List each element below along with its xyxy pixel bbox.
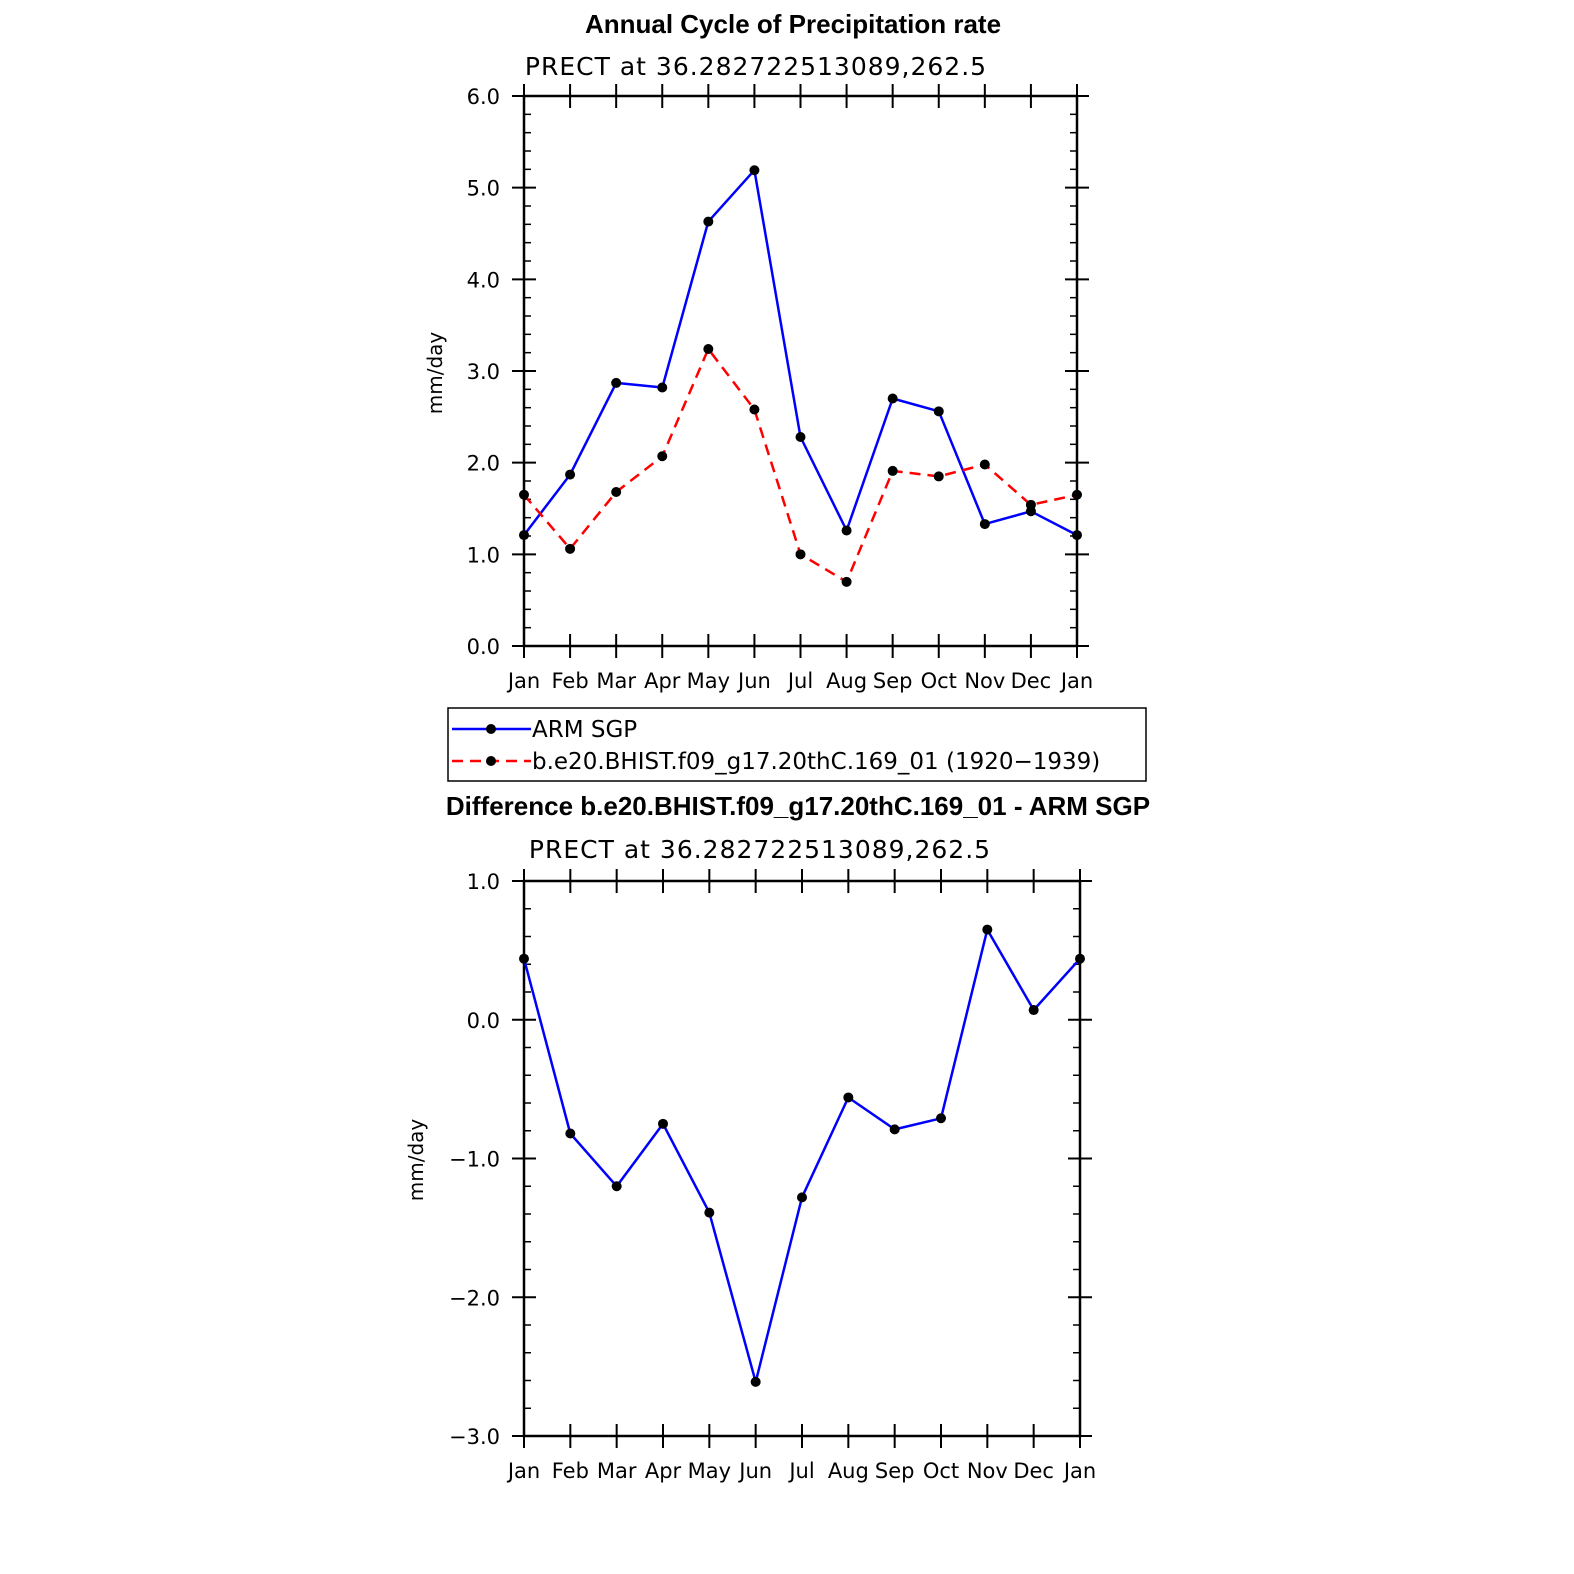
top-ytick-label: 3.0 (467, 360, 500, 384)
top-ytick-label: 2.0 (467, 452, 500, 476)
top-series-1-point (519, 489, 529, 500)
bottom-series-0-point (519, 953, 529, 964)
top-series-0-point (749, 165, 760, 176)
bottom-ytick-label: −1.0 (449, 1148, 500, 1172)
top-ylabel: mm/day (423, 332, 447, 415)
bottom-xtick-label: Oct (923, 1459, 959, 1483)
top-series-1-point (933, 471, 944, 482)
bottom-series-0-point (982, 924, 993, 935)
bottom-xtick-label: Jan (506, 1459, 540, 1483)
top-series-0-point (933, 406, 944, 417)
top-xtick-label: Nov (964, 669, 1005, 693)
top-series-1-point (1072, 489, 1082, 500)
top-series-0-point (795, 432, 806, 442)
bottom-xtick-label: May (688, 1459, 731, 1483)
bottom-xtick-label: Feb (552, 1459, 589, 1483)
top-series-1-point (887, 465, 898, 476)
top-series-1-point (657, 451, 668, 462)
top-series-1-point (979, 459, 990, 470)
bottom-plot-frame (522, 879, 1082, 1438)
top-series-0-point (519, 530, 529, 541)
top-series-1-point (703, 344, 714, 354)
legend: ARM SGP b.e20.BHIST.f09_g17.20thC.169_01… (447, 707, 1147, 782)
bottom-series-0-point (797, 1192, 807, 1203)
top-series-0-point (565, 469, 576, 480)
bottom-series-0-point (843, 1092, 854, 1103)
top-series-1-point (611, 487, 622, 497)
top-series-0-point (703, 216, 714, 227)
bottom-xtick-label: Apr (645, 1459, 682, 1483)
bottom-xtick-label: Nov (967, 1459, 1008, 1483)
legend-marker-model (486, 756, 496, 766)
bottom-series-0-point (704, 1207, 715, 1218)
bottom-ytick-label: 1.0 (467, 870, 500, 894)
bottom-plot-area: −3.0 −2.0 −1.0 0.0 1.0 Jan Feb Mar Apr May Jun Jul A… (404, 869, 1096, 1483)
bottom-series-0-point (658, 1118, 668, 1129)
bottom-ytick-label: 0.0 (467, 1009, 500, 1033)
top-ytick-label: 0.0 (467, 635, 500, 659)
top-plot-frame (522, 94, 1079, 648)
top-series-0-point (611, 377, 622, 388)
top-plot-area: 0.0 1.0 2.0 3.0 4.0 5.0 6.0 Jan Feb Mar Apr May Jun J… (423, 84, 1093, 693)
bottom-series-0-point (750, 1376, 761, 1387)
top-xtick-label: Jan (506, 669, 540, 693)
bottom-series-0-point (936, 1113, 946, 1124)
bottom-series-0-point (1028, 1005, 1039, 1016)
bottom-xtick-label: Aug (828, 1459, 869, 1483)
top-xtick-label: Mar (596, 669, 636, 693)
top-series-1-point (749, 404, 760, 415)
top-series-1-point (795, 549, 806, 560)
legend-label-arm-sgp: ARM SGP (532, 717, 637, 743)
top-series-1-point (841, 576, 852, 587)
top-series-line-0 (523, 168, 1078, 537)
bottom-ytick-label: −3.0 (449, 1425, 500, 1449)
top-xtick-label: Jul (786, 669, 813, 693)
top-ytick-label: 5.0 (467, 177, 500, 201)
top-series-0-point (979, 519, 990, 530)
legend-box (447, 707, 1147, 782)
top-series-0-point (1072, 530, 1082, 541)
bottom-xtick-label: Sep (875, 1459, 915, 1483)
legend-label-model: b.e20.BHIST.f09_g17.20thC.169_01 (1920−1… (532, 749, 1100, 775)
bottom-series-0-point (1075, 953, 1085, 964)
bottom-xtick-label: Jun (737, 1459, 772, 1483)
top-xtick-label: May (687, 669, 730, 693)
bottom-series-0-point (565, 1128, 576, 1139)
bottom-chart-title: Difference b.e20.BHIST.f09_g17.20thC.169… (446, 791, 1150, 821)
top-series-0-point (841, 525, 852, 536)
bottom-xtick-label: Jul (787, 1459, 814, 1483)
top-xtick-label: Feb (551, 669, 588, 693)
top-ytick-label: 6.0 (467, 85, 500, 109)
bottom-xtick-label: Dec (1013, 1459, 1054, 1483)
top-ytick-label: 1.0 (467, 543, 500, 567)
top-xtick-label: Apr (644, 669, 681, 693)
legend-marker-arm-sgp (486, 724, 496, 734)
bottom-series-0-point (611, 1181, 622, 1192)
bottom-ytick-label: −2.0 (449, 1286, 500, 1310)
top-series-0-point (887, 393, 898, 404)
bottom-xtick-label: Jan (1062, 1459, 1096, 1483)
top-series-0-point (657, 382, 668, 393)
top-xtick-label: Jun (736, 669, 771, 693)
bottom-ylabel: mm/day (404, 1119, 428, 1202)
top-series-1-point (565, 543, 576, 554)
top-series-1-point (1025, 499, 1036, 510)
top-xtick-label: Dec (1011, 669, 1052, 693)
top-chart-title: Annual Cycle of Precipitation rate (585, 9, 1001, 39)
top-series-line-1 (523, 347, 1078, 584)
top-xtick-label: Jan (1059, 669, 1093, 693)
bottom-series-line-0 (522, 928, 1081, 1384)
top-xtick-label: Oct (921, 669, 957, 693)
bottom-chart-subtitle: PRECT at 36.282722513089,262.5 (529, 835, 991, 864)
bottom-series-0-point (889, 1124, 900, 1135)
top-ytick-label: 4.0 (467, 268, 500, 292)
top-xtick-label: Aug (826, 669, 867, 693)
bottom-xtick-label: Mar (597, 1459, 637, 1483)
top-chart-subtitle: PRECT at 36.282722513089,262.5 (525, 52, 987, 81)
top-xtick-label: Sep (873, 669, 913, 693)
